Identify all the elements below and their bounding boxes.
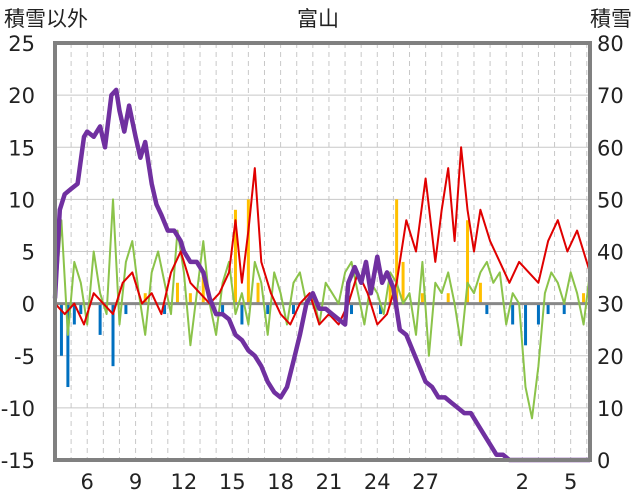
precip-bar	[240, 303, 244, 325]
y-right-tick-label: 60	[597, 136, 624, 160]
precip-bar	[478, 282, 482, 304]
x-ticks: 6 9 12 15 18 21 24 27 2 5	[81, 470, 578, 494]
precip-bar	[124, 303, 128, 315]
y-left-tick-label: 5	[22, 241, 35, 265]
temperature-line	[54, 146, 591, 326]
chart-grid	[54, 42, 590, 461]
y-left-tick-label: -5	[14, 345, 35, 369]
y-right-tick-label: 40	[597, 241, 624, 265]
precip-bar	[379, 303, 383, 315]
x-tick-label: 18	[267, 470, 294, 494]
precip-bar	[256, 282, 260, 304]
y-left-tick-label: -10	[1, 397, 35, 421]
precip-bar	[201, 272, 205, 304]
y-left-tick-label: 25	[8, 32, 35, 56]
precip-bar	[188, 293, 192, 304]
y-left-tick-label: 10	[8, 188, 35, 212]
precip-bar	[143, 293, 147, 304]
precip-bars	[59, 199, 586, 388]
y-left-ticks: 25 20 15 10 5 0 -5 -10 -15	[1, 32, 35, 473]
precip-bar	[163, 303, 167, 315]
precip-bar	[266, 303, 270, 315]
precip-bar	[59, 303, 63, 356]
precip-bar	[79, 303, 83, 315]
precip-bar	[546, 303, 550, 315]
snow_depth-line	[52, 87, 590, 463]
precip-bar	[350, 303, 354, 315]
x-tick-label: 9	[129, 470, 142, 494]
y-left-tick-label: -15	[1, 449, 35, 473]
precip-bar	[446, 293, 450, 304]
precip-bar	[72, 303, 76, 325]
precip-bar	[466, 220, 470, 304]
y-right-tick-label: 70	[597, 84, 624, 108]
precip-bar	[388, 282, 392, 304]
precip-bar	[524, 303, 528, 346]
y-right-tick-label: 10	[597, 397, 624, 421]
precip-bar	[562, 303, 566, 315]
precip-bar	[246, 199, 250, 304]
precip-bar	[582, 293, 586, 304]
dewpoint-line	[54, 198, 591, 420]
y-left-tick-label: 15	[8, 136, 35, 160]
y-right-tick-label: 20	[597, 345, 624, 369]
precip-bar	[111, 303, 115, 367]
precip-bar	[175, 282, 179, 304]
y-right-tick-label: 80	[597, 32, 624, 56]
x-tick-label: 2	[516, 470, 529, 494]
x-tick-label: 5	[564, 470, 577, 494]
precip-bar	[511, 303, 515, 325]
y-right-tick-label: 50	[597, 188, 624, 212]
x-tick-label: 27	[412, 470, 439, 494]
x-tick-label: 15	[219, 470, 246, 494]
y-left-tick-label: 0	[22, 293, 35, 317]
precip-bar	[401, 261, 405, 304]
precip-bar	[233, 209, 237, 304]
y-right-label: 積雪	[590, 7, 632, 31]
x-tick-label: 24	[364, 470, 391, 494]
x-tick-label: 12	[171, 470, 198, 494]
y-right-ticks: 80 70 60 50 40 30 20 10 0	[597, 32, 624, 473]
precip-bar	[420, 293, 424, 304]
precip-bar	[291, 303, 295, 315]
precip-bar	[221, 303, 225, 315]
chart-title: 富山	[297, 7, 339, 31]
precip-bar	[98, 303, 102, 335]
y-right-tick-label: 0	[597, 449, 610, 473]
y-right-tick-label: 30	[597, 293, 624, 317]
x-tick-label: 6	[81, 470, 94, 494]
x-tick-label: 21	[316, 470, 343, 494]
precip-bar	[395, 199, 399, 304]
series-lines	[52, 87, 591, 463]
y-left-tick-label: 20	[8, 84, 35, 108]
precip-bar	[485, 303, 489, 315]
y-left-label: 積雪以外	[4, 7, 88, 31]
plot-frame	[53, 41, 592, 462]
precip-bar	[66, 303, 70, 388]
precip-bar	[536, 303, 540, 325]
